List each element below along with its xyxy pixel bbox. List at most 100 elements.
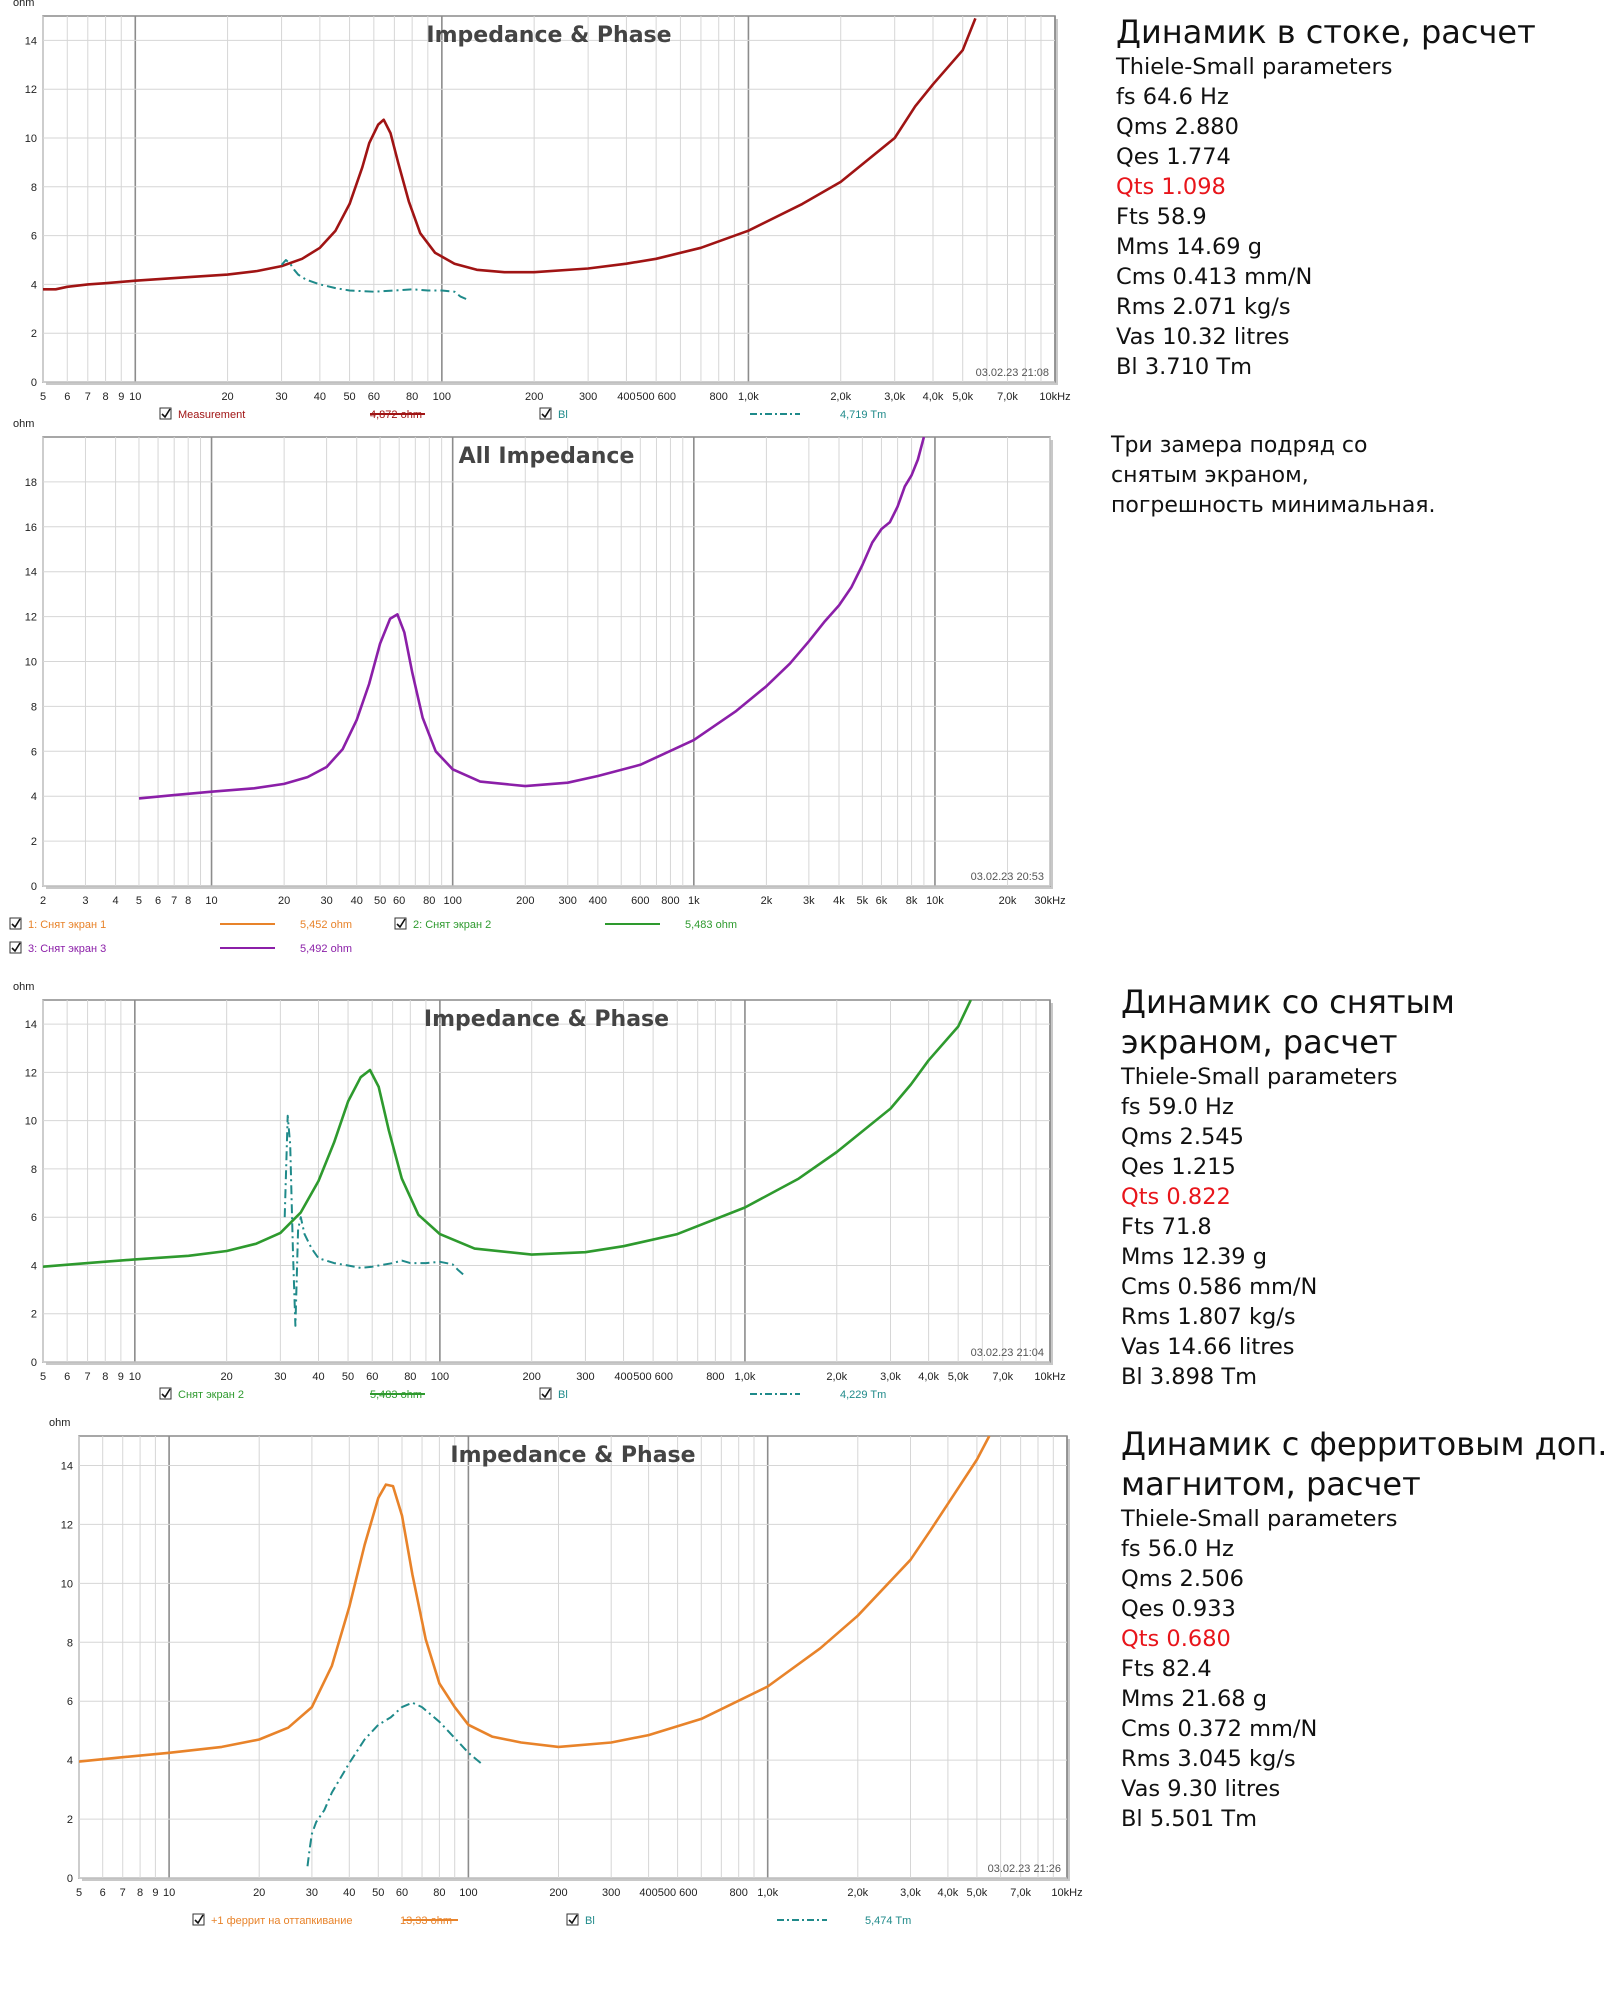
- legend-label: Bl: [558, 409, 568, 421]
- chart-title: Impedance & Phase: [424, 1007, 669, 1032]
- x-tick-label: 300: [602, 1887, 620, 1899]
- legend-label: Bl: [558, 1389, 568, 1401]
- y-tick-label: 0: [31, 1357, 37, 1369]
- x-tick-label: 7: [171, 895, 177, 907]
- param-fs: fs 56.0 Hz: [1121, 1536, 1234, 1562]
- y-tick-label: 6: [67, 1696, 73, 1708]
- legend-check-icon: [161, 1388, 171, 1399]
- y-tick-label: 0: [67, 1873, 73, 1885]
- y-tick-label: 14: [61, 1460, 73, 1472]
- x-tick-label: 400: [589, 895, 607, 907]
- x-tick-label: 800: [710, 391, 728, 403]
- chart-timestamp: 03.02.23 21:26: [988, 1863, 1061, 1875]
- x-tick-label: 60: [393, 895, 405, 907]
- y-tick-label: 10: [25, 1116, 37, 1128]
- x-tick-label: 60: [396, 1887, 408, 1899]
- param-mms: Mms 12.39 g: [1121, 1244, 1268, 1270]
- y-tick-label: 12: [25, 84, 37, 96]
- legend-label: +1 феррит на оттапкивание: [211, 1915, 353, 1927]
- x-tick-label: 400: [639, 1887, 657, 1899]
- chart-timestamp: 03.02.23 20:53: [971, 871, 1044, 883]
- param-qes: Qes 0.933: [1121, 1596, 1236, 1622]
- x-tick-label: 2,0k: [826, 1371, 847, 1383]
- legend-value: 4,872 ohm: [370, 409, 422, 421]
- x-tick-label: 7,0k: [992, 1371, 1013, 1383]
- panel-heading: Динамик с ферритовым доп.: [1121, 1425, 1608, 1463]
- y-tick-label: 8: [31, 701, 37, 713]
- param-vas: Vas 10.32 litres: [1116, 324, 1290, 350]
- y-tick-label: 2: [67, 1814, 73, 1826]
- x-tick-label: 200: [525, 391, 543, 403]
- x-tick-label: 300: [559, 895, 577, 907]
- y-tick-label: 4: [31, 279, 37, 291]
- param-rms: Rms 3.045 kg/s: [1121, 1746, 1296, 1772]
- x-tick-label: 4,0k: [937, 1887, 958, 1899]
- x-tick-label: 10: [129, 391, 141, 403]
- x-tick-label: 10: [205, 895, 217, 907]
- x-tick-label: 50: [342, 1371, 354, 1383]
- legend-checkbox: [159, 1387, 172, 1400]
- x-tick-label: 40: [351, 895, 363, 907]
- param-bl: Bl 3.898 Tm: [1121, 1364, 1258, 1390]
- x-tick-label: 300: [579, 391, 597, 403]
- param-fts: Fts 82.4: [1121, 1656, 1212, 1682]
- y-tick-label: 4: [67, 1755, 73, 1767]
- x-tick-label: 10: [163, 1887, 175, 1899]
- x-tick-label: 20: [253, 1887, 265, 1899]
- x-tick-label: 100: [444, 895, 462, 907]
- legend-check-icon: [194, 1914, 204, 1925]
- x-tick-label: 2,0k: [847, 1887, 868, 1899]
- x-tick-label: 80: [404, 1371, 416, 1383]
- x-tick-label: 4,0k: [918, 1371, 939, 1383]
- note-line: погрешность минимальная.: [1111, 493, 1436, 518]
- x-tick-label: 60: [366, 1371, 378, 1383]
- legend-value: 13,33 ohm: [400, 1915, 452, 1927]
- y-tick-label: 6: [31, 1212, 37, 1224]
- panel-shield-removed: Динамик со снятым экраном, расчет Thiele…: [1121, 982, 1455, 1392]
- x-tick-label: 10kHz: [1039, 391, 1070, 403]
- legend-checkbox: [539, 407, 552, 420]
- param-qts: Qts 1.098: [1116, 174, 1226, 200]
- legend-checkbox: [9, 917, 22, 930]
- param-cms: Cms 0.586 mm/N: [1121, 1274, 1318, 1300]
- y-tick-label: 14: [25, 567, 37, 579]
- param-qts: Qts 0.822: [1121, 1184, 1231, 1210]
- x-tick-label: 800: [661, 895, 679, 907]
- legend-value: 5,452 ohm: [300, 919, 352, 931]
- x-tick-label: 7,0k: [1010, 1887, 1031, 1899]
- x-tick-label: 500 600: [633, 1371, 673, 1383]
- x-tick-label: 1,0k: [735, 1371, 756, 1383]
- x-tick-label: 2k: [761, 895, 773, 907]
- y-tick-label: 8: [31, 1164, 37, 1176]
- param-vas: Vas 9.30 litres: [1121, 1776, 1281, 1802]
- x-tick-label: 4: [113, 895, 119, 907]
- x-tick-label: 8: [103, 391, 109, 403]
- y-tick-label: 14: [25, 1019, 37, 1031]
- legend-checkbox: [539, 1387, 552, 1400]
- legend-label: 1: Снят экран 1: [28, 919, 106, 931]
- x-tick-label: 2: [40, 895, 46, 907]
- x-tick-label: 40: [312, 1371, 324, 1383]
- legend-value: 5,474 Tm: [865, 1915, 911, 1927]
- x-tick-label: 7,0k: [997, 391, 1018, 403]
- x-tick-label: 40: [314, 391, 326, 403]
- x-tick-label: 8k: [906, 895, 918, 907]
- x-tick-label: 100: [431, 1371, 449, 1383]
- panel-heading: экраном, расчет: [1121, 1023, 1398, 1061]
- bl-series-line: [306, 1701, 482, 1867]
- legend-checkbox: [192, 1913, 205, 1926]
- x-tick-label: 80: [406, 391, 418, 403]
- param-qts: Qts 0.680: [1121, 1626, 1231, 1652]
- x-tick-label: 50: [343, 391, 355, 403]
- param-cms: Cms 0.372 mm/N: [1121, 1716, 1318, 1742]
- chart-timestamp: 03.02.23 21:04: [971, 1347, 1044, 1359]
- x-tick-label: 9: [152, 1887, 158, 1899]
- x-tick-label: 200: [516, 895, 534, 907]
- y-axis-label: ohm: [13, 0, 34, 9]
- param-rms: Rms 2.071 kg/s: [1116, 294, 1291, 320]
- legend-check-icon: [11, 918, 21, 929]
- x-tick-label: 600: [631, 895, 649, 907]
- x-tick-label: 30kHz: [1034, 895, 1065, 907]
- y-tick-label: 14: [25, 35, 37, 47]
- x-tick-label: 5: [76, 1887, 82, 1899]
